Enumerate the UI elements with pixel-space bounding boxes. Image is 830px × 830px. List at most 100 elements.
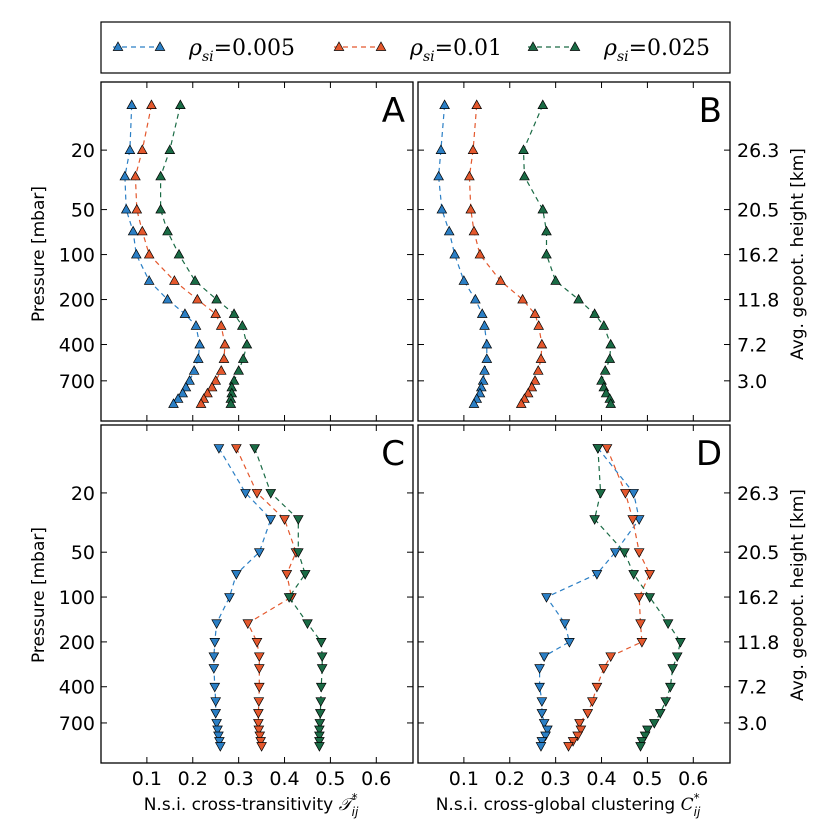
data-point [470,293,481,304]
panel-letter: D [696,434,722,474]
data-point [633,548,645,558]
data-point [314,709,326,719]
x-label-right-sup: * [694,791,700,805]
data-point [538,652,550,663]
data-point [209,638,221,648]
data-point [633,593,645,603]
legend-value: =0.01 [435,36,502,61]
data-point [572,731,584,742]
data-point [195,398,207,408]
data-point [620,489,631,499]
y2-axis-label-lower: Avg. geopot. height [km] [788,489,808,701]
data-point [168,398,179,408]
data-point [536,709,548,719]
legend-frame [100,21,731,74]
y2-tick-label: 20.5 [737,542,779,564]
x-label-left-text: N.s.i. cross-transitivity [144,795,339,815]
data-point [292,515,304,525]
data-point [662,619,674,630]
data-point [209,682,221,693]
y-tick-label: 400 [59,677,95,699]
data-point [495,275,506,285]
data-point [253,652,265,663]
data-point [215,365,227,375]
data-point [591,570,603,580]
data-point [533,320,545,330]
data-point [211,619,222,630]
data-point [253,719,264,729]
data-point [642,725,653,736]
data-point [609,548,621,558]
data-point [529,308,541,318]
data-point [202,387,213,398]
data-point [591,682,603,693]
legend-symbol: ρ [188,36,202,61]
data-point [169,275,180,285]
data-point [550,275,561,285]
x-tick-label: 0.3 [541,768,571,790]
y-tick-label: 50 [71,542,95,564]
series-0.025 [589,444,686,752]
x-axis-label-left: N.s.i. cross-transitivity 𝒯* ij [144,791,359,819]
data-point [515,398,527,408]
svg-text:N.s.i. cross-global clustering: N.s.i. cross-global clustering C* ij [436,791,701,819]
legend-entry-0.005: ρsi=0.005 [112,36,295,65]
data-point [468,225,480,236]
y2-tick-label: 3.0 [737,371,767,393]
data-point [241,338,253,349]
data-point [283,593,295,603]
data-point [131,203,143,214]
series-0.025 [249,444,328,752]
x-tick-label: 0.4 [269,768,299,790]
data-point [253,697,265,707]
y2-axis-label: Avg. geopot. height [km] [788,148,808,360]
y2-tick-label: 16.2 [737,587,779,609]
x-tick-label: 0.5 [315,768,345,790]
data-point [675,638,686,648]
data-point [563,742,574,752]
data-point [644,570,656,580]
data-point [211,293,222,304]
data-point [559,619,571,630]
data-point [143,248,155,259]
data-point [224,593,235,603]
data-point [255,737,267,747]
legend-marker [569,41,581,51]
data-point [240,489,251,499]
y-tick-label: 20 [71,140,95,162]
data-point [648,719,660,729]
legend-marker [112,41,124,51]
y-axis-label: Pressure [mbar] [29,186,49,322]
x-label-right-sub: ij [694,805,701,819]
data-point [541,248,552,259]
data-point [582,709,594,719]
data-point [458,275,470,285]
y-tick-label: 200 [59,290,95,312]
data-point [479,365,490,375]
y-tick-label: 700 [59,371,95,393]
data-point [188,365,200,375]
data-point [605,398,617,408]
data-point [192,353,204,363]
data-point [219,338,231,349]
data-point [172,393,184,403]
panel-letter: B [699,91,722,131]
data-point [536,338,548,349]
data-point [253,664,265,674]
data-point [517,293,528,304]
data-point [635,742,646,752]
data-point [592,444,604,454]
data-point [522,387,534,398]
series-0.025 [155,99,253,408]
data-point [471,99,483,109]
y2-tick-label: 3.0 [737,713,767,735]
data-point [228,375,240,385]
series-line [522,104,612,405]
data-point [479,320,490,330]
y-tick-label: 200 [59,632,95,654]
data-point [314,731,325,742]
data-point [481,353,493,363]
data-point [136,144,148,154]
data-point [316,652,328,663]
data-point [449,248,461,259]
